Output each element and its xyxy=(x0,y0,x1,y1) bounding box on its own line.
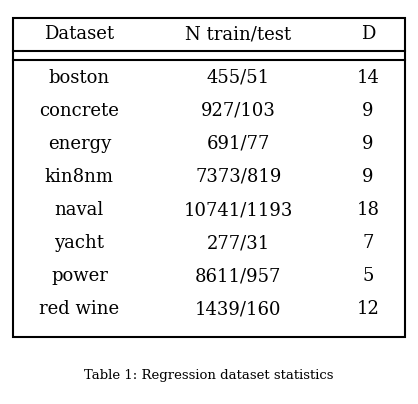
Text: 9: 9 xyxy=(362,135,374,153)
Text: 9: 9 xyxy=(362,102,374,120)
Text: yacht: yacht xyxy=(54,234,104,252)
Text: 455/51: 455/51 xyxy=(206,69,270,86)
Text: 5: 5 xyxy=(362,267,374,285)
Text: 277/31: 277/31 xyxy=(206,234,270,252)
Text: Dataset: Dataset xyxy=(44,25,115,43)
Text: 18: 18 xyxy=(356,201,380,219)
Text: boston: boston xyxy=(49,69,110,86)
Text: 691/77: 691/77 xyxy=(206,135,270,153)
Text: D: D xyxy=(361,25,375,43)
Bar xyxy=(13,18,405,337)
Text: 927/103: 927/103 xyxy=(201,102,276,120)
Text: N train/test: N train/test xyxy=(185,25,291,43)
Text: 10741/1193: 10741/1193 xyxy=(184,201,293,219)
Text: 9: 9 xyxy=(362,168,374,186)
Text: concrete: concrete xyxy=(39,102,120,120)
Text: energy: energy xyxy=(48,135,111,153)
Text: power: power xyxy=(51,267,108,285)
Text: 7: 7 xyxy=(362,234,374,252)
Text: 14: 14 xyxy=(357,69,379,86)
Text: 12: 12 xyxy=(357,301,379,318)
Text: 8611/957: 8611/957 xyxy=(195,267,281,285)
Text: 7373/819: 7373/819 xyxy=(195,168,281,186)
Text: red wine: red wine xyxy=(39,301,120,318)
Text: Table 1: Regression dataset statistics: Table 1: Regression dataset statistics xyxy=(84,369,334,382)
Text: kin8nm: kin8nm xyxy=(45,168,114,186)
Text: naval: naval xyxy=(55,201,104,219)
Text: 1439/160: 1439/160 xyxy=(195,301,281,318)
